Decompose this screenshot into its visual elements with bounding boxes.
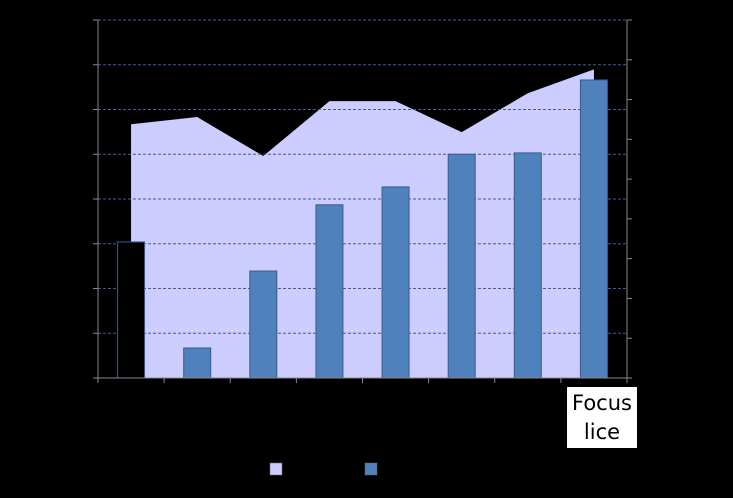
legend-swatch xyxy=(364,462,378,476)
annotation: Focus lice xyxy=(567,387,637,448)
bar xyxy=(579,79,608,379)
legend-swatch xyxy=(269,462,283,476)
bar xyxy=(315,204,344,379)
bar xyxy=(447,153,476,379)
bar xyxy=(183,347,212,379)
area xyxy=(131,69,594,378)
bar xyxy=(249,270,278,379)
bar xyxy=(513,152,542,379)
bar xyxy=(381,186,410,379)
bar xyxy=(117,241,146,379)
